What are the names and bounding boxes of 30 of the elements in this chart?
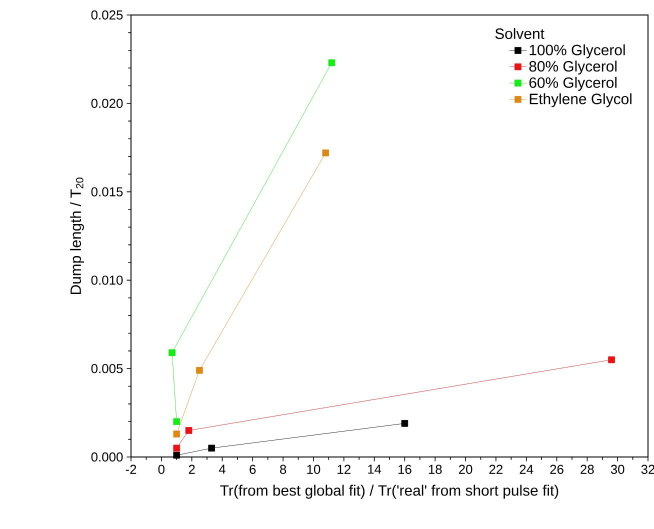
y-tick-label: 0.005 <box>91 364 123 374</box>
x-tick-label: 2 <box>188 464 195 474</box>
x-tick-label: 28 <box>580 464 594 474</box>
y-tick-label: 0.000 <box>91 452 123 462</box>
x-tick-label: 10 <box>307 464 320 474</box>
x-tick-label: 18 <box>428 464 442 474</box>
legend-label: 100% Glycerol <box>530 44 625 58</box>
y-axis-title: Dump length / T$_{20}$ <box>70 178 84 294</box>
x-tick-label: 14 <box>368 464 382 474</box>
x-tick-label: 0 <box>158 464 165 474</box>
y-tick-label: 0.010 <box>91 276 123 285</box>
x-tick-label: 12 <box>338 464 350 474</box>
x-tick-label: -2 <box>126 464 136 474</box>
x-tick-label: 20 <box>458 464 472 474</box>
legend-label: Ethylene Glycol <box>530 93 632 108</box>
x-tick-label: 30 <box>610 464 624 474</box>
y-tick-label: 0.020 <box>91 98 123 108</box>
x-tick-label: 4 <box>218 464 226 474</box>
x-tick-label: 24 <box>520 464 534 474</box>
x-tick-label: 16 <box>398 464 412 474</box>
legend-label: 60% Glycerol <box>529 76 616 91</box>
legend-title: Solvent <box>495 28 544 39</box>
y-tick-label: 0.015 <box>91 187 123 196</box>
x-tick-label: 6 <box>250 464 256 474</box>
x-tick-label: 26 <box>550 464 564 474</box>
x-tick-label: 22 <box>489 464 502 474</box>
legend-label: 80% Glycerol <box>529 60 616 75</box>
x-axis-title: Tr(from best global fit) / Tr('real' from short pulse fit) <box>220 484 558 499</box>
x-tick-label: 8 <box>280 464 286 474</box>
y-tick-label: 0.025 <box>91 10 123 20</box>
